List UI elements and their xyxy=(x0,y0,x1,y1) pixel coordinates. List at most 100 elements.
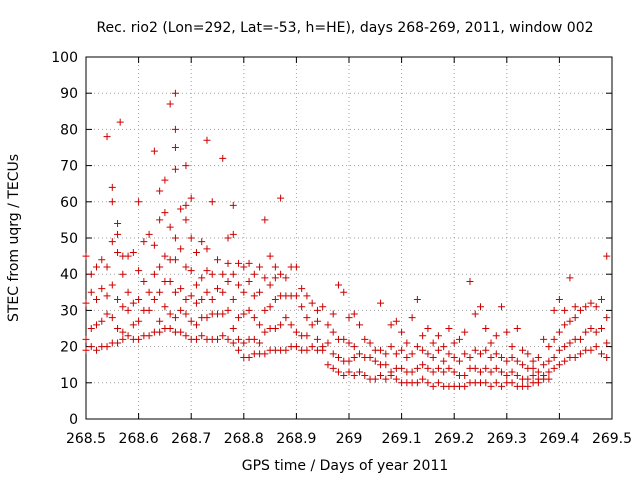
data-point xyxy=(124,332,132,340)
data-point xyxy=(492,332,500,340)
y-tick-label: 30 xyxy=(60,303,78,319)
data-point xyxy=(229,325,237,332)
data-point xyxy=(566,317,574,325)
data-point xyxy=(229,339,237,347)
data-point xyxy=(166,310,174,318)
data-point xyxy=(324,339,332,347)
data-point xyxy=(93,296,101,304)
data-point xyxy=(487,353,495,361)
data-point xyxy=(145,230,153,238)
data-point xyxy=(587,325,595,332)
data-point xyxy=(198,296,206,304)
data-point xyxy=(235,346,243,354)
data-point xyxy=(592,303,600,311)
data-point xyxy=(87,343,95,351)
data-point xyxy=(171,314,179,322)
data-point xyxy=(487,339,495,347)
data-point xyxy=(171,144,179,151)
data-point xyxy=(219,270,227,278)
data-point xyxy=(366,353,374,361)
data-point xyxy=(466,353,474,361)
data-point xyxy=(392,350,400,358)
data-point xyxy=(229,270,237,278)
data-point xyxy=(482,325,490,332)
data-point xyxy=(135,317,143,325)
data-point xyxy=(114,325,122,332)
data-point xyxy=(177,306,185,314)
data-point xyxy=(187,234,195,242)
data-point xyxy=(177,328,185,336)
data-point xyxy=(498,382,506,390)
data-point xyxy=(392,375,400,383)
data-point xyxy=(114,230,122,238)
data-point xyxy=(413,379,421,387)
data-point xyxy=(224,335,232,343)
data-point xyxy=(492,350,500,358)
data-point xyxy=(603,353,611,361)
data-point xyxy=(587,346,595,354)
data-point xyxy=(545,375,553,383)
data-point xyxy=(103,133,111,141)
data-point xyxy=(503,328,511,336)
data-point xyxy=(140,277,148,285)
data-point xyxy=(161,252,169,260)
data-point xyxy=(292,292,300,300)
data-point xyxy=(603,314,611,322)
data-point xyxy=(566,274,574,282)
data-point xyxy=(566,339,574,347)
data-point xyxy=(529,357,537,365)
data-point xyxy=(587,299,595,307)
data-point xyxy=(150,270,158,278)
data-point xyxy=(208,270,216,278)
data-point xyxy=(561,343,569,351)
data-point xyxy=(87,325,95,332)
data-point xyxy=(229,296,237,304)
data-point xyxy=(114,248,122,256)
data-point xyxy=(361,372,369,380)
data-point xyxy=(540,372,548,380)
data-point xyxy=(240,339,248,347)
data-point xyxy=(214,256,221,264)
data-point xyxy=(87,270,95,278)
data-point xyxy=(214,285,221,293)
data-point xyxy=(203,267,211,275)
data-point xyxy=(419,361,427,369)
data-point xyxy=(450,368,458,376)
data-point xyxy=(235,259,243,267)
data-point xyxy=(508,353,516,361)
data-point xyxy=(282,274,290,282)
data-point xyxy=(524,382,532,390)
data-point xyxy=(156,328,164,336)
data-point xyxy=(156,263,164,271)
data-point xyxy=(192,321,200,329)
data-point xyxy=(266,303,274,311)
data-point xyxy=(277,270,285,278)
data-point xyxy=(282,346,290,354)
data-point xyxy=(319,303,327,311)
data-point xyxy=(571,314,579,322)
y-tick-label: 90 xyxy=(60,86,78,102)
y-tick-label: 100 xyxy=(51,50,78,66)
data-point xyxy=(116,118,124,126)
data-point xyxy=(455,335,463,343)
data-point xyxy=(303,314,311,322)
data-point xyxy=(250,314,258,322)
data-point xyxy=(298,285,306,293)
x-tick-label: 269.2 xyxy=(434,431,474,447)
data-point xyxy=(561,357,569,365)
data-point xyxy=(287,321,295,329)
data-point xyxy=(156,317,164,325)
data-point xyxy=(350,343,358,351)
data-point xyxy=(371,375,379,383)
data-point xyxy=(603,339,611,347)
data-point xyxy=(455,357,463,365)
data-point xyxy=(466,277,474,285)
data-point xyxy=(498,353,506,361)
data-point xyxy=(150,296,158,304)
data-point xyxy=(508,343,516,351)
data-point xyxy=(592,328,600,336)
data-point xyxy=(356,350,364,358)
data-point xyxy=(229,230,237,238)
data-point xyxy=(156,216,164,224)
